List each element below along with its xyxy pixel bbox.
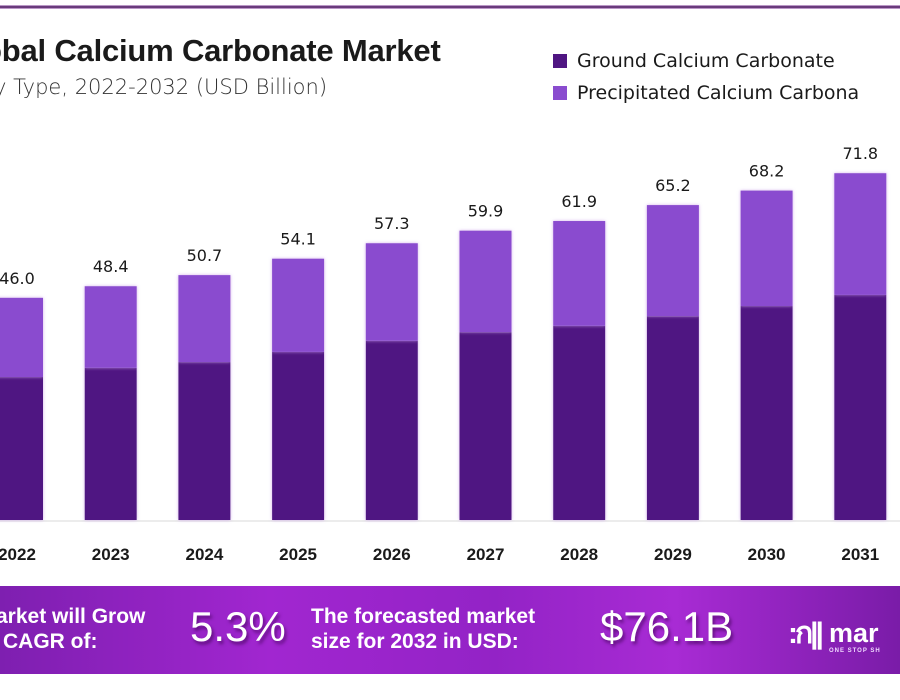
brand-logo: :ก|| mar ONE STOP SH bbox=[788, 610, 880, 657]
legend-label-ground: Ground Calcium Carbonate bbox=[577, 50, 835, 72]
legend-item-ground: Ground Calcium Carbonate bbox=[553, 45, 859, 77]
data-label-2027: 59.9 bbox=[468, 202, 504, 221]
legend-swatch-ground bbox=[553, 54, 567, 68]
bar-segment-precipitated-2029 bbox=[646, 205, 699, 317]
bar-segment-precipitated-2022 bbox=[0, 297, 43, 378]
data-label-2025: 54.1 bbox=[280, 230, 316, 249]
x-tick-label-2029: 2029 bbox=[654, 545, 692, 564]
cagr-label-line2: CAGR of: bbox=[3, 630, 98, 653]
data-label-2028: 61.9 bbox=[561, 192, 597, 211]
bar-segment-precipitated-2026 bbox=[365, 243, 418, 341]
bar-segment-precipitated-2025 bbox=[272, 258, 325, 352]
bar-segment-precipitated-2023 bbox=[84, 286, 137, 368]
bar-segment-ground-2026 bbox=[365, 340, 418, 520]
x-tick-label-2027: 2027 bbox=[467, 545, 505, 564]
forecast-label-line2: size for 2032 in USD: bbox=[311, 630, 519, 653]
chart-subtitle: y Type, 2022-2032 (USD Billion) bbox=[0, 75, 328, 99]
top-border-line bbox=[0, 5, 900, 9]
bar-segment-precipitated-2028 bbox=[553, 221, 606, 326]
data-label-2024: 50.7 bbox=[187, 246, 223, 265]
x-tick-label-2030: 2030 bbox=[748, 545, 786, 564]
forecast-label-line1: The forecasted market bbox=[311, 605, 536, 628]
data-label-2022: 46.0 bbox=[0, 269, 35, 288]
bar-segment-ground-2022 bbox=[0, 377, 43, 520]
legend: Ground Calcium Carbonate Precipitated Ca… bbox=[553, 45, 859, 109]
bar-segment-ground-2030 bbox=[740, 306, 793, 520]
bar-segment-precipitated-2030 bbox=[740, 190, 793, 307]
legend-label-precipitated: Precipitated Calcium Carbona bbox=[577, 82, 860, 104]
legend-item-precipitated: Precipitated Calcium Carbona bbox=[553, 77, 859, 109]
bar-segment-precipitated-2031 bbox=[834, 173, 887, 295]
x-tick-label-2022: 2022 bbox=[0, 545, 36, 564]
x-tick-label-2031: 2031 bbox=[841, 545, 879, 564]
x-tick-label-2024: 2024 bbox=[185, 545, 223, 564]
brand-logo-icon: :ก|| bbox=[788, 617, 824, 650]
x-tick-label-2028: 2028 bbox=[560, 545, 598, 564]
chart-title: obal Calcium Carbonate Market bbox=[0, 33, 441, 68]
bar-segment-ground-2024 bbox=[178, 362, 231, 520]
x-tick-label-2025: 2025 bbox=[279, 545, 317, 564]
cagr-label-line1: arket will Grow bbox=[0, 605, 146, 628]
forecast-value: $76.1B bbox=[600, 603, 734, 650]
bar-segment-precipitated-2027 bbox=[459, 230, 512, 333]
bar-segment-ground-2023 bbox=[84, 367, 137, 520]
brand-logo-text: mar ONE STOP SH bbox=[828, 618, 880, 654]
x-tick-label-2026: 2026 bbox=[373, 545, 411, 564]
brand-tagline: ONE STOP SH bbox=[828, 648, 881, 654]
data-label-2029: 65.2 bbox=[655, 176, 691, 195]
bar-segment-ground-2029 bbox=[646, 316, 699, 520]
bar-segment-ground-2027 bbox=[459, 332, 512, 520]
data-label-2031: 71.8 bbox=[842, 144, 878, 163]
cagr-value: 5.3% bbox=[190, 603, 286, 650]
stacked-bar-chart: 46.0 2022 48.4 2023 50.7 2024 54.1 2025 57.3 2026… bbox=[0, 144, 900, 564]
summary-banner bbox=[0, 586, 900, 674]
bar-segment-ground-2028 bbox=[553, 325, 606, 520]
data-label-2026: 57.3 bbox=[374, 214, 410, 233]
data-label-2023: 48.4 bbox=[93, 257, 129, 276]
bar-segment-ground-2031 bbox=[834, 294, 887, 520]
brand-name: mar bbox=[828, 618, 879, 648]
data-label-2030: 68.2 bbox=[749, 162, 785, 181]
x-tick-label-2023: 2023 bbox=[92, 545, 130, 564]
bar-segment-ground-2025 bbox=[272, 351, 325, 520]
legend-swatch-precipitated bbox=[553, 86, 567, 100]
bar-segment-precipitated-2024 bbox=[178, 275, 231, 363]
